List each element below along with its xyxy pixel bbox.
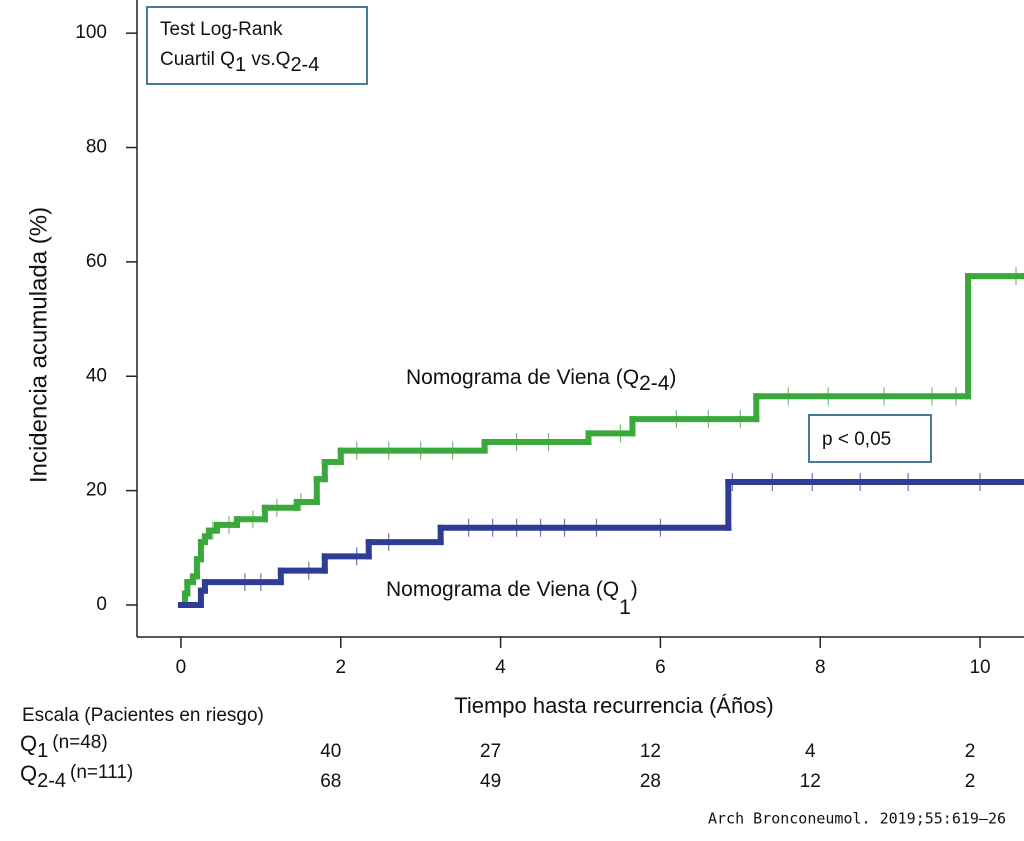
test-sub: 1 (235, 54, 246, 76)
test-text: vs.Q (246, 49, 290, 70)
series-label-end: ) (669, 366, 676, 389)
x-tick-label: 8 (815, 657, 826, 678)
x-axis-title: Tiempo hasta recurrencia (Áños) (454, 693, 774, 718)
risk-row-n: (n=48) (52, 732, 107, 753)
series (177, 473, 1024, 608)
series-label-text: Nomograma de Viena (Q (386, 578, 619, 601)
series-label-sub: 1 (619, 596, 631, 619)
y-tick-label: 60 (86, 251, 107, 272)
risk-count: 2 (965, 741, 976, 762)
risk-row-sub: 1 (37, 740, 48, 762)
test-box (146, 6, 368, 85)
y-tick-label: 0 (96, 594, 107, 615)
series-label: Nomograma de Viena (Q1) (386, 578, 638, 619)
risk-row-label: Q1 (n=48) (20, 731, 108, 762)
series-label: Nomograma de Viena (Q2-4) (406, 366, 676, 395)
y-tick-label: 40 (86, 365, 107, 386)
source: Arch Bronconeumol. 2019;55:619–26 (708, 810, 1006, 828)
risk-count: 49 (480, 771, 501, 792)
risk-row-q: Q (20, 731, 37, 756)
test-text: Cuartil Q (160, 49, 235, 70)
risk-row-n: (n=111) (70, 762, 133, 783)
risk-count: 28 (640, 771, 661, 792)
x-tick-label: 10 (969, 657, 990, 678)
x-tick-label: 6 (655, 657, 666, 678)
y-axis-title: Incidencia acumulada (%) (25, 207, 52, 483)
series-label-end: ) (631, 578, 638, 601)
risk-row-label: Q2-4 (n=111) (20, 761, 133, 792)
series-label-sub: 2-4 (639, 372, 670, 395)
test-sub: 2-4 (290, 54, 319, 76)
y-tick-label: 80 (86, 137, 107, 158)
risk-count: 2 (965, 771, 976, 792)
series-label-text: Nomograma de Viena (Q (406, 366, 639, 389)
risk-count: 68 (320, 771, 341, 792)
risk-count: 40 (320, 741, 341, 762)
risk-row-sub: 2-4 (37, 770, 66, 792)
series (177, 267, 1024, 608)
test-title: Test Log-Rank (160, 19, 283, 40)
p-box (808, 414, 932, 463)
x-tick-label: 4 (495, 657, 506, 678)
risk-count: 12 (800, 771, 821, 792)
y-tick-label: 100 (75, 22, 107, 43)
risk-title: Escala (Pacientes en riesgo) (22, 705, 264, 726)
risk-count: 27 (480, 741, 501, 762)
y-tick-label: 20 (86, 480, 107, 501)
risk-row-q: Q (20, 761, 37, 786)
test-line: Cuartil Q1 vs.Q2-4 (160, 49, 319, 76)
x-tick-label: 0 (176, 657, 187, 678)
risk-count: 12 (640, 741, 661, 762)
x-tick-label: 2 (335, 657, 346, 678)
p-value: p < 0,05 (822, 429, 891, 450)
risk-count: 4 (805, 741, 816, 762)
